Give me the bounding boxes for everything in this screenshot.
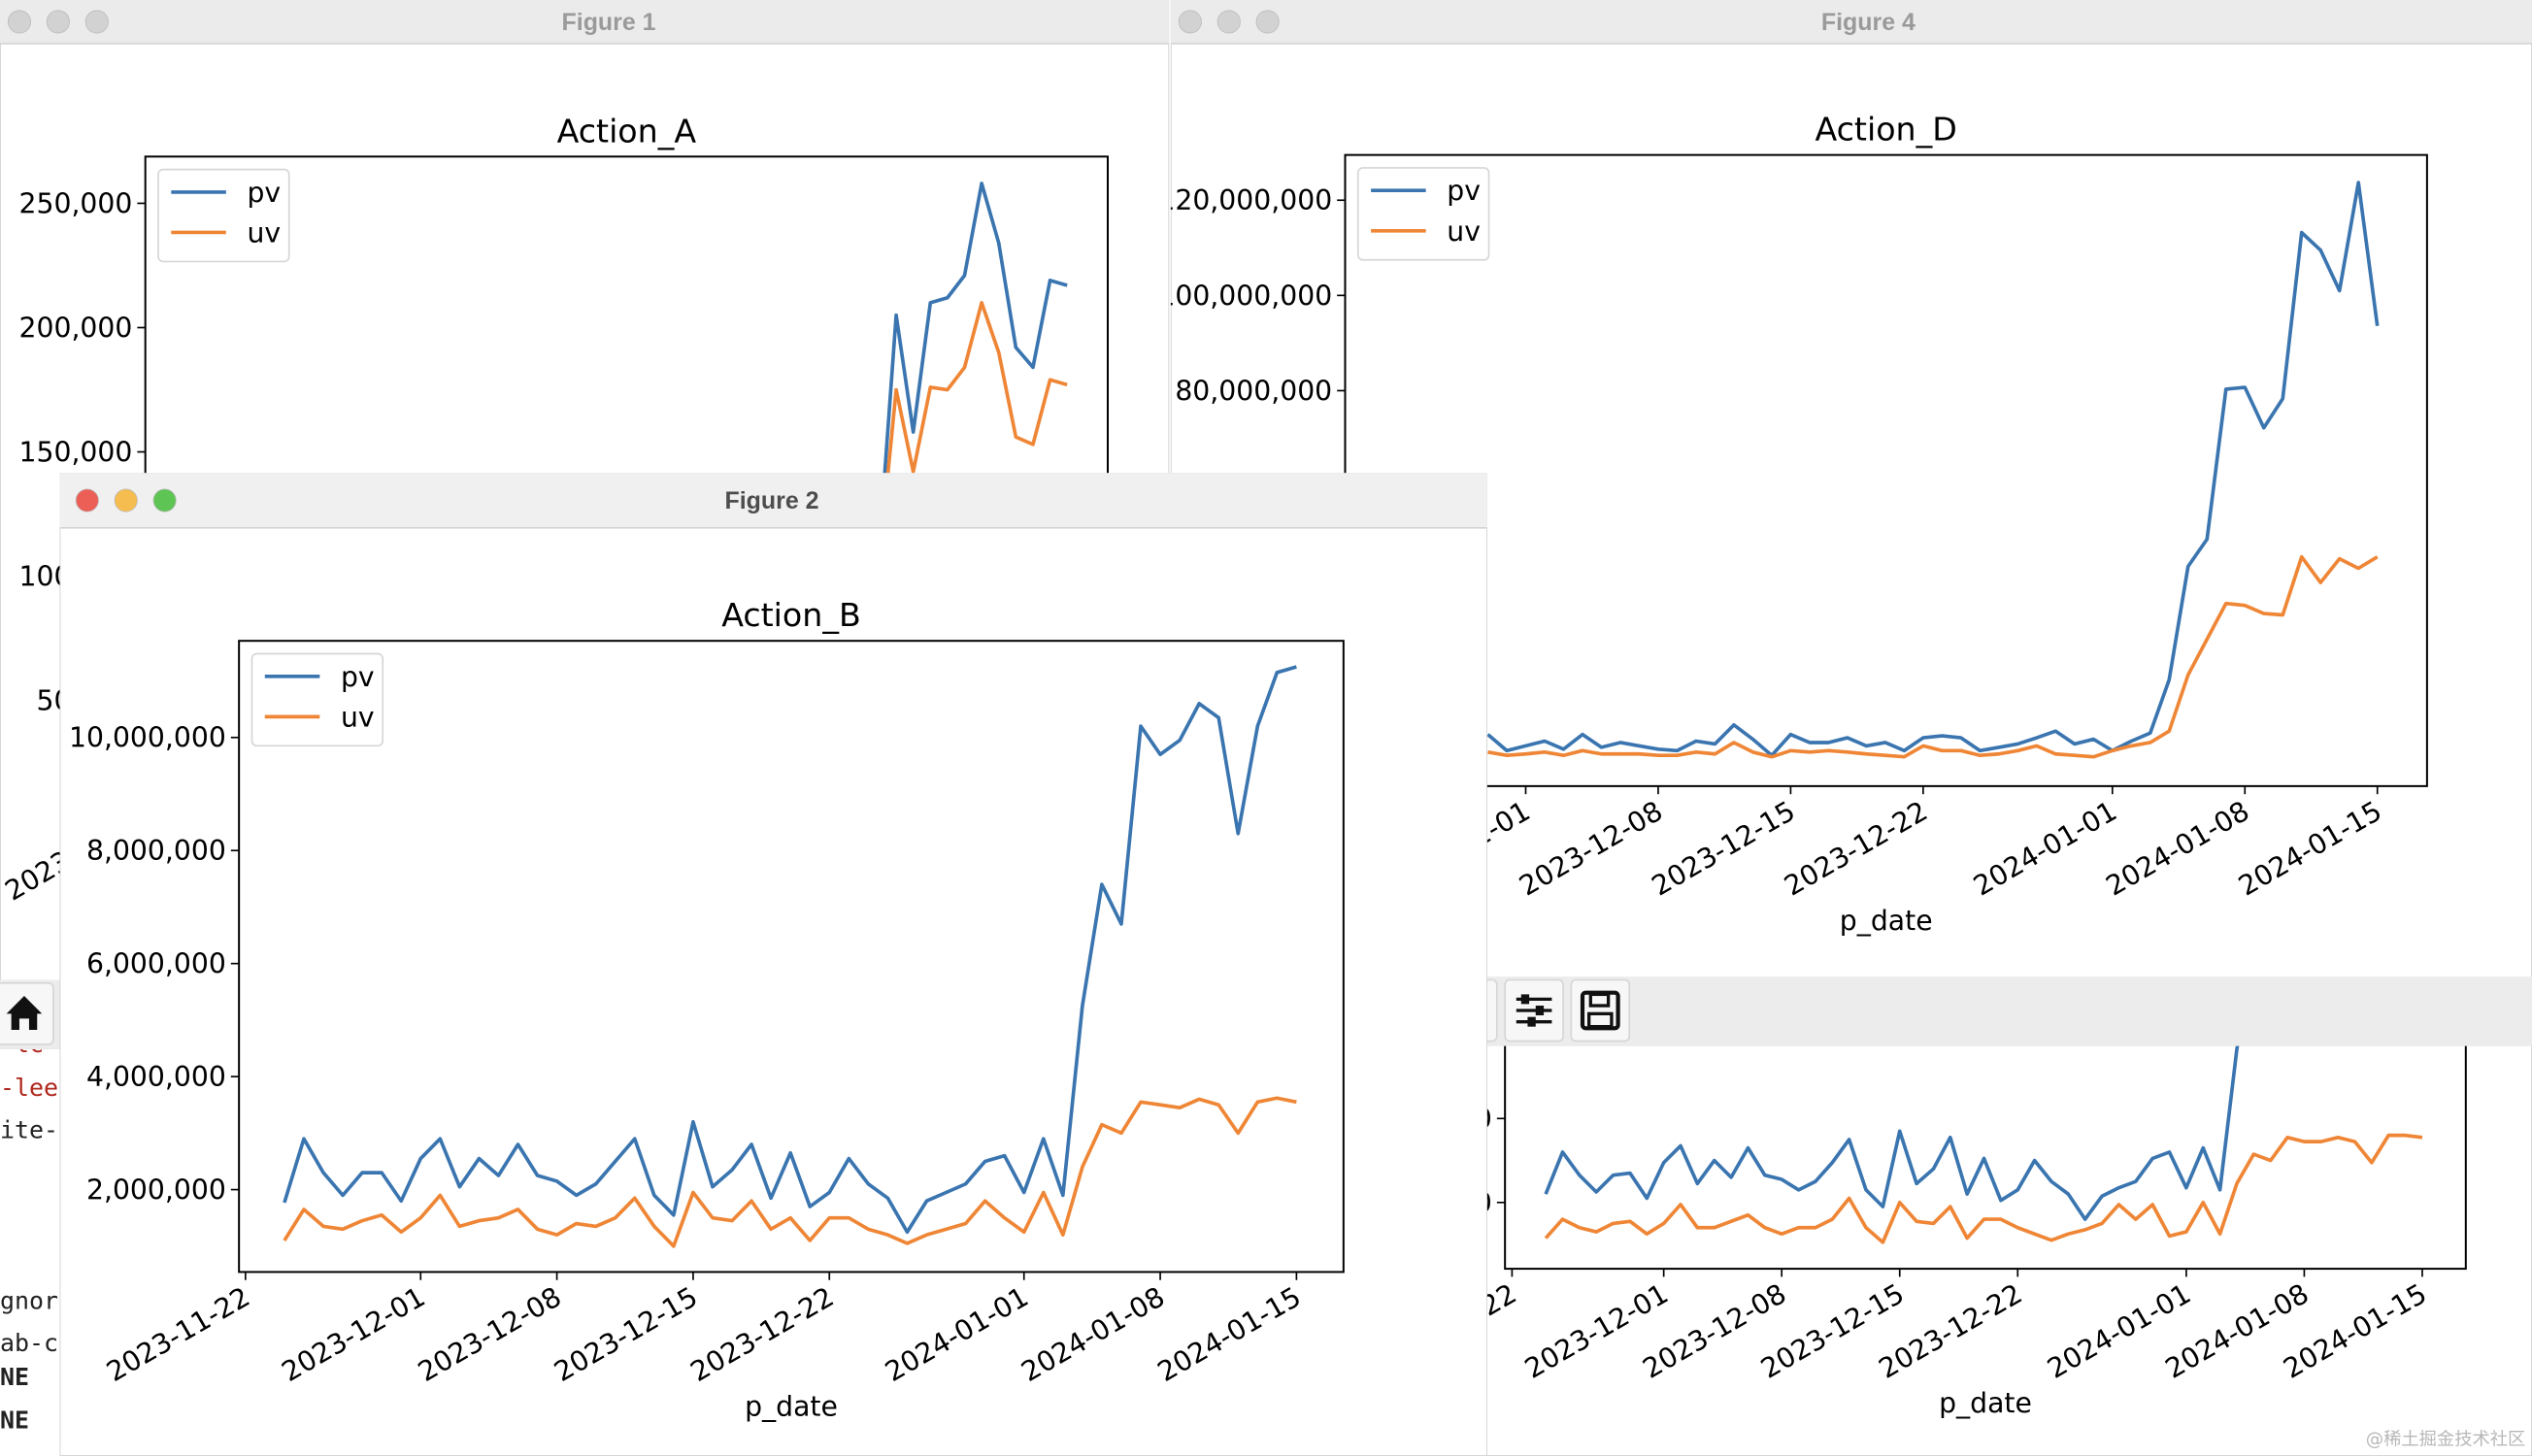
code-fragment: NE [0, 1406, 29, 1435]
y-tick-label: 2,000,000 [86, 1175, 226, 1207]
y-tick-label: 8,000,000 [86, 835, 226, 867]
series-line [877, 182, 1068, 552]
y-tick-label: 4,000,000 [86, 1061, 226, 1093]
y-tick-label: 150,000 [18, 437, 132, 469]
x-axis-label: p_date [1840, 905, 1933, 937]
chart-title: Action_B [721, 596, 861, 634]
y-tick-label: 120,000,000 [1157, 184, 1332, 216]
slider-knob [1535, 1006, 1545, 1016]
legend-label: uv [1447, 215, 1481, 248]
y-tick-label: 6,000,000 [86, 948, 226, 980]
window-background [59, 473, 1487, 1456]
window-button[interactable] [7, 10, 32, 34]
y-tick-label: 80,000,000 [1175, 375, 1332, 407]
chart-title: Action_A [557, 112, 697, 149]
window-button[interactable] [152, 488, 177, 513]
window-title: Figure 4 [1821, 9, 1916, 36]
y-tick-label: 100,000,000 [1157, 280, 1332, 312]
y-tick-label: 10,000,000 [69, 722, 226, 754]
y-tick-label: 200,000 [18, 312, 132, 344]
window-title: Figure 1 [562, 9, 656, 36]
axes-frame [1344, 153, 2428, 787]
series-line [1544, 1133, 2423, 1244]
window-button[interactable] [75, 488, 99, 513]
watermark: @稀土掘金技术社区 [2366, 1429, 2526, 1449]
window-title: Figure 2 [725, 487, 819, 514]
legend-label: pv [247, 177, 281, 209]
x-axis-label: p_date [745, 1390, 838, 1422]
legend-label: pv [341, 661, 375, 693]
title-bar [59, 473, 1487, 528]
toolbar-button[interactable] [1570, 978, 1631, 1042]
code-fragment: NE [0, 1363, 29, 1391]
x-axis-label: p_date [1939, 1387, 2032, 1419]
y-tick-label: 250,000 [18, 187, 132, 219]
y-tick-label: 4,000,000 [1352, 1103, 1492, 1135]
chart-title: Action_D [1815, 111, 1956, 149]
legend-label: pv [1447, 175, 1481, 207]
window-button[interactable] [1216, 10, 1241, 34]
series-line [283, 665, 1297, 1235]
save-icon [1586, 1011, 1614, 1029]
y-tick-label: 2,000,000 [1352, 1187, 1492, 1219]
save-icon [1588, 992, 1611, 1008]
window-button[interactable] [46, 10, 70, 34]
series-line [283, 1096, 1297, 1248]
legend-label: uv [247, 216, 281, 248]
slider-knob [1520, 994, 1530, 1005]
axes-frame [238, 640, 1345, 1274]
window-button[interactable] [1178, 10, 1202, 34]
legend-label: uv [341, 701, 375, 733]
window-button[interactable] [114, 488, 138, 513]
home-icon [6, 996, 43, 1030]
series-line [1486, 181, 2380, 758]
series-line [1487, 554, 2379, 759]
slider-knob [1527, 1016, 1536, 1027]
title-bar [0, 0, 1170, 44]
title-bar [1170, 0, 2532, 44]
series-line [877, 301, 1068, 564]
window-button[interactable] [84, 10, 109, 34]
window-button[interactable] [1255, 10, 1280, 34]
figure-window: Figure 2 Action_B 2,000,000 4,000,000 6,000,… [59, 473, 1487, 1456]
